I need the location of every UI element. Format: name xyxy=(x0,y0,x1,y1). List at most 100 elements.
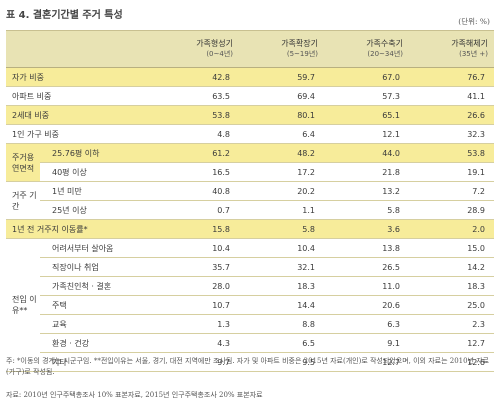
cell: 12.1 xyxy=(324,124,409,144)
row-label: 가족친인척 · 결혼 xyxy=(40,276,154,296)
cell: 59.7 xyxy=(239,67,324,87)
row-label: 자가 비중 xyxy=(6,67,154,87)
housing-characteristics-table: 가족형성기 (0~4년) 가족확장기 (5~19년) 가족수축기 (20~34년) 가… xyxy=(6,30,494,372)
cell: 5.8 xyxy=(324,200,409,220)
table-row: 주택 10.7 14.4 20.6 25.0 xyxy=(6,295,494,315)
row-label: 40평 이상 xyxy=(40,162,154,182)
cell: 80.1 xyxy=(239,105,324,125)
cell: 32.1 xyxy=(239,257,324,277)
group-label-reason: 전입 이유** xyxy=(6,238,40,372)
cell: 15.0 xyxy=(409,238,494,258)
cell: 12.7 xyxy=(324,352,409,372)
cell: 13.2 xyxy=(324,181,409,201)
row-label: 1년 미만 xyxy=(40,181,154,201)
cell: 15.8 xyxy=(154,219,239,239)
cell: 14.2 xyxy=(409,257,494,277)
cell: 65.1 xyxy=(324,105,409,125)
row-label: 교육 xyxy=(40,314,154,334)
cell: 25.0 xyxy=(409,295,494,315)
table-row: 전입 이유** 어려서부터 살아옴 10.4 10.4 13.8 15.0 xyxy=(6,238,494,372)
table-row: 2세대 비중 53.8 80.1 65.1 26.6 xyxy=(6,105,494,125)
cell: 3.6 xyxy=(324,219,409,239)
footnote: 주: *이동의 경계는 시군구임. **전입이유는 서울, 경기, 대전 지역에… xyxy=(6,357,490,376)
cell: 12.6 xyxy=(409,352,494,372)
cell: 18.3 xyxy=(409,276,494,296)
row-label: 25.76평 이하 xyxy=(40,143,154,163)
cell: 8.8 xyxy=(239,314,324,334)
header-corner xyxy=(6,30,154,68)
cell: 9.5 xyxy=(239,352,324,372)
group-label-area: 주거용 연면적 xyxy=(6,143,40,182)
row-label: 아파트 비중 xyxy=(6,86,154,106)
header-col-2: 가족확장기 (5~19년) xyxy=(239,30,324,68)
row-label: 25년 이상 xyxy=(40,200,154,220)
cell: 40.8 xyxy=(154,181,239,201)
cell: 1.3 xyxy=(154,314,239,334)
cell: 13.8 xyxy=(324,238,409,258)
cell: 28.0 xyxy=(154,276,239,296)
cell: 53.8 xyxy=(409,143,494,163)
cell: 63.5 xyxy=(154,86,239,106)
cell: 4.8 xyxy=(154,124,239,144)
cell: 21.8 xyxy=(324,162,409,182)
cell: 6.4 xyxy=(239,124,324,144)
cell: 12.7 xyxy=(409,333,494,353)
cell: 10.4 xyxy=(154,238,239,258)
cell: 20.6 xyxy=(324,295,409,315)
table-row: 가족친인척 · 결혼 28.0 18.3 11.0 18.3 xyxy=(6,276,494,296)
table-row: 자가 비중 42.8 59.7 67.0 76.7 xyxy=(6,67,494,87)
cell: 7.2 xyxy=(409,181,494,201)
row-label: 1년 전 거주지 이동률* xyxy=(6,219,154,239)
cell: 61.2 xyxy=(154,143,239,163)
row-label: 1인 가구 비중 xyxy=(6,124,154,144)
cell: 35.7 xyxy=(154,257,239,277)
cell: 11.0 xyxy=(324,276,409,296)
table-row: 1년 전 거주지 이동률* 15.8 5.8 3.6 2.0 xyxy=(6,219,494,239)
cell: 44.0 xyxy=(324,143,409,163)
cell: 19.1 xyxy=(409,162,494,182)
cell: 10.7 xyxy=(154,295,239,315)
row-label: 2세대 비중 xyxy=(6,105,154,125)
group-label-period: 거주 기간 xyxy=(6,181,40,220)
cell: 6.5 xyxy=(239,333,324,353)
cell: 76.7 xyxy=(409,67,494,87)
table-title: 표 4. 결혼기간별 주거 특성 xyxy=(6,10,123,21)
header-col-1: 가족형성기 (0~4년) xyxy=(154,30,239,68)
table-row: 아파트 비중 63.5 69.4 57.3 41.1 xyxy=(6,86,494,106)
source-note: 자료: 2010년 인구주택총조사 10% 표본자료, 2015년 인구주택총조… xyxy=(6,391,263,399)
row-label: 직장이나 취업 xyxy=(40,257,154,277)
cell: 6.3 xyxy=(324,314,409,334)
header-col-4: 가족해체기 (35년 +) xyxy=(409,30,494,68)
cell: 28.9 xyxy=(409,200,494,220)
cell: 53.8 xyxy=(154,105,239,125)
cell: 18.3 xyxy=(239,276,324,296)
table-row: 주거용 연면적 25.76평 이하 61.2 48.2 44.0 53.8 xyxy=(6,143,494,182)
cell: 16.5 xyxy=(154,162,239,182)
cell: 14.4 xyxy=(239,295,324,315)
cell: 57.3 xyxy=(324,86,409,106)
cell: 26.6 xyxy=(409,105,494,125)
cell: 69.4 xyxy=(239,86,324,106)
header-row: 가족형성기 (0~4년) 가족확장기 (5~19년) 가족수축기 (20~34년) 가… xyxy=(6,30,494,68)
cell: 48.2 xyxy=(239,143,324,163)
cell: 9.7 xyxy=(154,352,239,372)
cell: 42.8 xyxy=(154,67,239,87)
cell: 32.3 xyxy=(409,124,494,144)
row-label: 어려서부터 살아옴 xyxy=(40,238,154,258)
cell: 20.2 xyxy=(239,181,324,201)
cell: 10.4 xyxy=(239,238,324,258)
cell: 4.3 xyxy=(154,333,239,353)
table-row: 기타 9.7 9.5 12.7 12.6 xyxy=(6,352,494,372)
row-label: 환경 · 건강 xyxy=(40,333,154,353)
table-row: 환경 · 건강 4.3 6.5 9.1 12.7 xyxy=(6,333,494,353)
row-label: 주택 xyxy=(40,295,154,315)
cell: 0.7 xyxy=(154,200,239,220)
unit-label: (단위: %) xyxy=(458,17,490,26)
table-row: 1인 가구 비중 4.8 6.4 12.1 32.3 xyxy=(6,124,494,144)
cell: 1.1 xyxy=(239,200,324,220)
table-row: 25년 이상 0.7 1.1 5.8 28.9 xyxy=(6,200,494,220)
cell: 2.0 xyxy=(409,219,494,239)
row-label: 기타 xyxy=(40,352,154,372)
table-row: 교육 1.3 8.8 6.3 2.3 xyxy=(6,314,494,334)
cell: 67.0 xyxy=(324,67,409,87)
